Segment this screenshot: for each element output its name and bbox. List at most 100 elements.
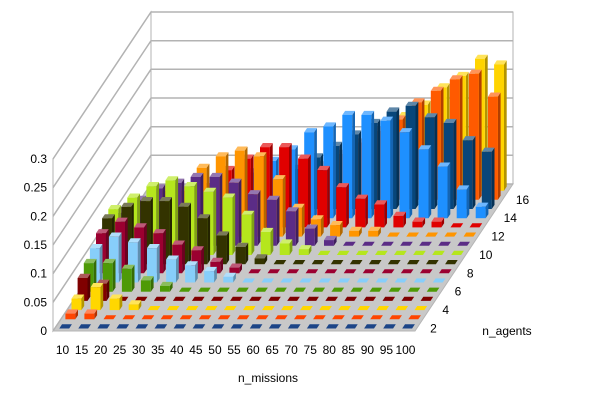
y-tick-label: 0.05 xyxy=(24,295,48,309)
bar-agents-7-missions-70 xyxy=(318,278,332,283)
bar-agents-2-missions-70 xyxy=(287,324,301,329)
x-tick-label: 55 xyxy=(227,343,241,357)
bar-agents-5-missions-95 xyxy=(401,296,415,301)
bar-agents-2-missions-10 xyxy=(59,324,72,329)
bar-agents-4-missions-60 xyxy=(262,306,275,311)
bar-agents-4-missions-80 xyxy=(338,306,351,311)
bar-agents-9-missions-55 xyxy=(273,260,287,265)
bar-agents-4-missions-70 xyxy=(300,306,313,311)
bar-agents-2-missions-95 xyxy=(383,324,396,329)
x-tick-label: 95 xyxy=(380,343,394,357)
depth-tick-label: 8 xyxy=(467,266,474,280)
bar-agents-14-missions-100 xyxy=(475,202,489,219)
bar-agents-5-missions-100 xyxy=(420,296,434,301)
x-tick-label: 60 xyxy=(246,343,260,357)
bar-agents-2-missions-80 xyxy=(326,324,339,329)
bar-agents-10-missions-85 xyxy=(394,250,407,255)
bar-agents-7-missions-30 xyxy=(166,255,179,283)
bar-agents-11-missions-65 xyxy=(324,235,337,246)
bar-agents-10-missions-65 xyxy=(317,250,331,255)
bar-agents-6-missions-65 xyxy=(293,287,306,292)
bar-agents-9-missions-40 xyxy=(216,231,230,265)
bar-agents-8-missions-70 xyxy=(324,269,338,274)
x-tick-label: 100 xyxy=(395,343,415,357)
x-axis-title: n_missions xyxy=(238,371,298,385)
x-tick-label: 25 xyxy=(113,343,127,357)
bar-agents-8-missions-100 xyxy=(439,269,452,274)
bar-agents-2-missions-15 xyxy=(78,324,91,329)
bar-agents-10-missions-60 xyxy=(298,245,312,255)
bar-agents-9-missions-50 xyxy=(254,254,268,265)
y-gridline xyxy=(52,39,513,189)
bar-agents-2-missions-40 xyxy=(173,324,187,329)
bar-agents-11-missions-90 xyxy=(419,241,432,246)
bar-agents-4-missions-20 xyxy=(109,294,123,311)
bar-agents-3-missions-35 xyxy=(160,315,174,320)
bar-agents-2-missions-20 xyxy=(97,324,110,329)
depth-axis-title: n_agents xyxy=(482,324,531,338)
bar-agents-4-missions-90 xyxy=(376,306,389,311)
bar-agents-6-missions-60 xyxy=(274,287,287,292)
depth-tick-label: 12 xyxy=(491,230,505,244)
y-tick-label: 0.2 xyxy=(30,209,47,223)
bar-agents-6-missions-50 xyxy=(236,287,249,292)
tick-labels: 0 0.05 0.1 0.15 0.2 0.25 0.3 10 15 20 25 30 35 40 45 50… xyxy=(24,152,530,357)
bar-agents-2-missions-25 xyxy=(116,324,130,329)
depth-tick-label: 14 xyxy=(504,211,518,225)
x-tick-label: 80 xyxy=(323,343,337,357)
bar-agents-13-missions-65 xyxy=(336,183,349,228)
bar-agents-11-missions-80 xyxy=(381,241,394,246)
bar-agents-7-missions-25 xyxy=(147,244,160,283)
bar-agents-5-missions-80 xyxy=(344,296,357,301)
bar-agents-8-missions-65 xyxy=(305,269,319,274)
bar-agents-6-missions-30 xyxy=(160,281,173,292)
bar-agents-14-missions-95 xyxy=(456,185,470,219)
bar-agents-9-missions-90 xyxy=(407,260,420,265)
bar-agents-13-missions-80 xyxy=(393,211,406,228)
bar-agents-4-missions-100 xyxy=(414,306,428,311)
bar-agents-11-missions-75 xyxy=(362,241,375,246)
bar-agents-5-missions-90 xyxy=(382,296,396,301)
bar-agents-3-missions-25 xyxy=(122,315,136,320)
bar-agents-4-missions-50 xyxy=(223,306,237,311)
bar-agents-10-missions-90 xyxy=(413,250,426,255)
bar-agents-12-missions-95 xyxy=(444,232,458,237)
y-gridline xyxy=(52,11,513,160)
bar-agents-6-missions-80 xyxy=(350,287,364,292)
bar-agents-5-missions-75 xyxy=(325,296,338,301)
bar-agents-6-missions-70 xyxy=(312,287,326,292)
bar-agents-3-missions-65 xyxy=(275,315,288,320)
bar-agents-7-missions-85 xyxy=(375,278,389,283)
bar-agents-4-missions-40 xyxy=(185,306,199,311)
bar-agents-11-missions-95 xyxy=(438,241,451,246)
bar-agents-5-missions-25 xyxy=(134,296,148,301)
bar-agents-2-missions-60 xyxy=(249,324,263,329)
bar-agents-13-missions-75 xyxy=(374,200,387,228)
bar-agents-2-missions-90 xyxy=(364,324,377,329)
bar-agents-6-missions-100 xyxy=(426,287,440,292)
bar-agents-13-missions-95 xyxy=(450,223,464,228)
bar-agents-9-missions-75 xyxy=(349,260,363,265)
bar-agents-11-missions-55 xyxy=(285,207,299,246)
bar-agents-12-missions-85 xyxy=(406,232,419,237)
bar-agents-2-missions-75 xyxy=(306,324,320,329)
bar-agents-6-missions-85 xyxy=(369,287,383,292)
bar-agents-13-missions-100 xyxy=(469,223,483,228)
bar-agents-3-missions-100 xyxy=(408,315,421,320)
bar-agents-3-missions-60 xyxy=(255,315,269,320)
depth-tick-label: 2 xyxy=(430,321,437,335)
bar-agents-3-missions-95 xyxy=(389,315,402,320)
bar-agents-9-missions-95 xyxy=(426,260,439,265)
bar-agents-6-missions-25 xyxy=(140,276,154,292)
y-tick-label: 0.25 xyxy=(24,181,48,195)
bar-agents-7-missions-95 xyxy=(413,278,427,283)
bar-agents-4-missions-75 xyxy=(319,306,332,311)
bar-agents-8-missions-90 xyxy=(400,269,414,274)
bar-agents-2-missions-85 xyxy=(345,324,358,329)
bar-agents-4-missions-30 xyxy=(147,306,161,311)
bar-agents-12-missions-65 xyxy=(330,221,343,237)
bar-agents-9-missions-80 xyxy=(368,260,382,265)
x-tick-label: 70 xyxy=(284,343,298,357)
depth-tick-label: 10 xyxy=(479,248,493,262)
bar-agents-7-missions-45 xyxy=(223,272,236,283)
